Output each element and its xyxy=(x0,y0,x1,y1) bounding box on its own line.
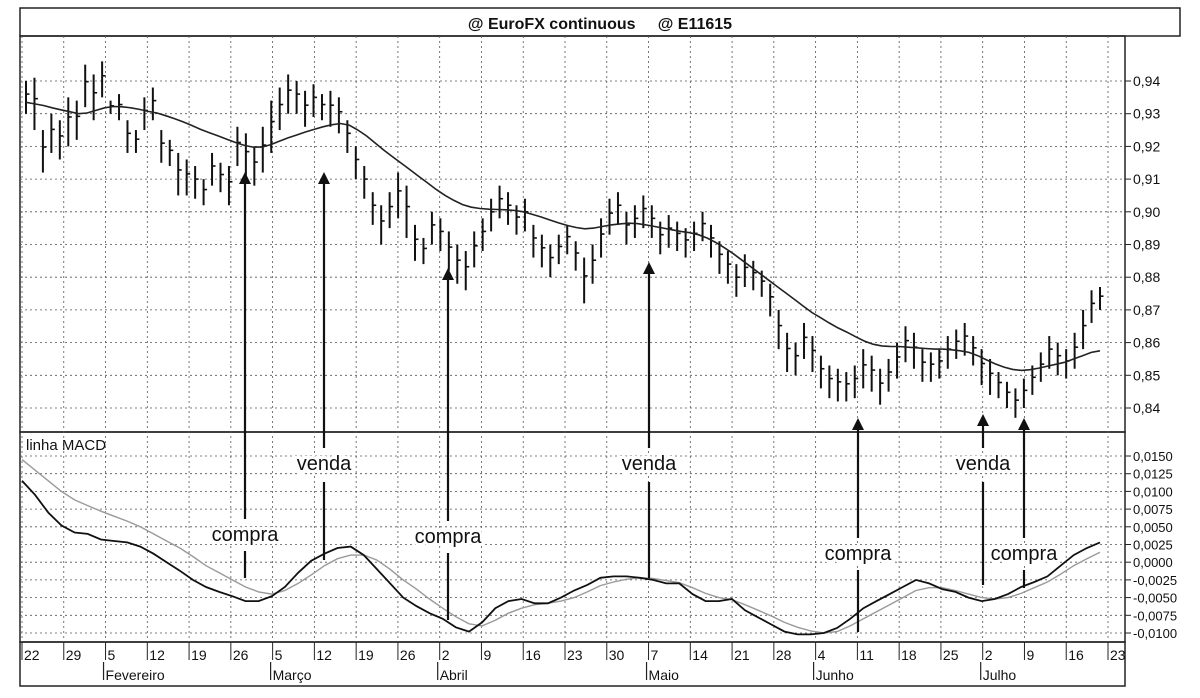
price-tick-label: 0,90 xyxy=(1133,204,1160,220)
signal-label: venda xyxy=(956,453,1011,475)
moving-average-line xyxy=(25,101,1101,372)
date-tick-label: 12 xyxy=(149,647,165,663)
date-tick-label: 25 xyxy=(943,647,959,663)
macd-label: linha MACD xyxy=(26,437,106,454)
macd-tick-label: -0,0075 xyxy=(1133,608,1177,623)
date-tick-label: 2 xyxy=(442,647,450,663)
price-tick-label: 0,93 xyxy=(1133,106,1160,122)
signal-label: compra xyxy=(415,526,483,548)
date-tick-label: 14 xyxy=(692,647,708,663)
date-tick-label: 5 xyxy=(108,647,116,663)
macd-tick-label: 0,0050 xyxy=(1133,520,1173,535)
signal-arrowhead xyxy=(643,262,655,274)
date-tick-label: 7 xyxy=(651,647,659,663)
signal-label: venda xyxy=(622,453,677,475)
annotations: compra venda compra venda compra venda compra xyxy=(209,172,1061,632)
date-tick-label: 9 xyxy=(483,647,491,663)
signal-label: venda xyxy=(297,453,352,475)
date-tick-label: 23 xyxy=(1110,647,1126,663)
date-tick-label: 19 xyxy=(358,647,374,663)
signal-arrowhead xyxy=(852,418,864,430)
signal-label: compra xyxy=(991,543,1059,565)
price-tick-label: 0,85 xyxy=(1133,367,1160,383)
signal-arrowhead xyxy=(1018,418,1030,430)
date-tick-label: 9 xyxy=(1026,647,1034,663)
price-tick-label: 0,92 xyxy=(1133,138,1160,154)
macd-tick-label: 0,0100 xyxy=(1133,484,1173,499)
title-bar xyxy=(19,7,1181,37)
date-tick-label: 4 xyxy=(818,647,826,663)
signal-label: compra xyxy=(825,543,893,565)
macd-tick-label: 0,0150 xyxy=(1133,449,1173,464)
price-tick-label: 0,87 xyxy=(1133,302,1160,318)
date-tick-label: 28 xyxy=(776,647,792,663)
month-label: Fevereiro xyxy=(106,667,165,683)
month-label: Julho xyxy=(983,667,1017,683)
date-tick-label: 26 xyxy=(233,647,249,663)
date-tick-label: 12 xyxy=(316,647,332,663)
signal-arrowhead xyxy=(239,172,251,184)
macd-line xyxy=(21,480,1101,636)
grid xyxy=(20,36,1125,642)
date-tick-label: 2 xyxy=(985,647,993,663)
macd-tick-label: 0,0000 xyxy=(1133,555,1173,570)
macd-signal-line xyxy=(21,458,1101,634)
date-tick-label: 18 xyxy=(901,647,917,663)
macd-tick-label: 0,0125 xyxy=(1133,467,1173,482)
price-tick-label: 0,84 xyxy=(1133,400,1160,416)
price-tick-label: 0,91 xyxy=(1133,171,1160,187)
date-tick-label: 26 xyxy=(400,647,416,663)
month-label: Abril xyxy=(440,667,468,683)
date-tick-label: 23 xyxy=(567,647,583,663)
month-label: Março xyxy=(273,667,312,683)
signal-arrowhead xyxy=(977,414,989,426)
signal-label: compra xyxy=(212,524,280,546)
date-tick-label: 29 xyxy=(66,647,82,663)
price-tick-label: 0,86 xyxy=(1133,335,1160,351)
date-tick-label: 22 xyxy=(24,647,40,663)
price-tick-label: 0,94 xyxy=(1133,73,1160,89)
macd-tick-label: -0,0100 xyxy=(1133,626,1177,641)
date-tick-label: 11 xyxy=(859,647,874,663)
month-label: Maio xyxy=(649,667,680,683)
price-tick-label: 0,88 xyxy=(1133,269,1160,285)
signal-arrowhead xyxy=(318,172,330,184)
date-tick-label: 5 xyxy=(275,647,283,663)
macd-tick-label: -0,0025 xyxy=(1133,573,1177,588)
date-tick-label: 19 xyxy=(191,647,207,663)
price-tick-label: 0,89 xyxy=(1133,237,1160,253)
date-tick-label: 16 xyxy=(1068,647,1084,663)
date-axis-frame xyxy=(19,641,1126,687)
date-tick-label: 30 xyxy=(609,647,625,663)
date-tick-label: 21 xyxy=(734,647,750,663)
axes: 0,94 0,93 0,92 0,91 0,90 0,89 0,88 0,87 0,86 0,85… xyxy=(21,73,1177,683)
macd-tick-label: -0,0050 xyxy=(1133,591,1177,606)
macd-tick-label: 0,0025 xyxy=(1133,538,1173,553)
macd-plot xyxy=(21,458,1101,636)
chart-title: @ EuroFX continuous @ E11615 xyxy=(468,16,732,33)
date-tick-label: 16 xyxy=(525,647,541,663)
signal-arrowhead xyxy=(442,268,454,280)
macd-tick-label: 0,0075 xyxy=(1133,502,1173,517)
month-label: Junho xyxy=(816,667,854,683)
price-plot xyxy=(25,61,1104,418)
